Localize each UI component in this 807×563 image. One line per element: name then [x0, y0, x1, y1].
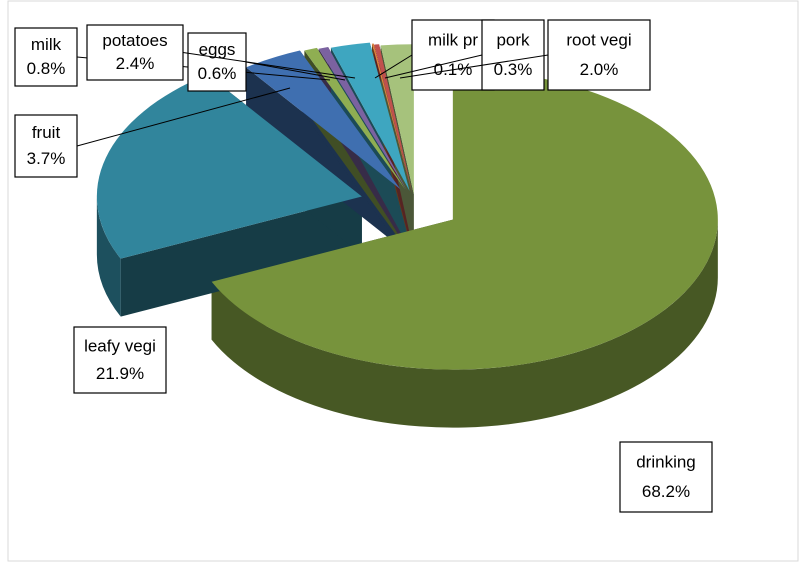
label-box: [619, 441, 713, 513]
slice-outer-side: [96, 196, 121, 317]
value-label: 2.4%: [116, 54, 155, 73]
category-label: eggs: [199, 40, 236, 59]
value-label: 0.8%: [27, 59, 66, 78]
label-box: [481, 19, 545, 91]
leader-line: [182, 52, 356, 79]
slice: [304, 47, 406, 190]
labels: drinking 68.2% leafy vegi 21.9% fruit 3.7% mil…: [14, 19, 713, 513]
leader-line: [384, 54, 483, 79]
label-box: [86, 24, 184, 81]
label-box: [73, 326, 167, 394]
slice: [374, 44, 413, 194]
label-box: [14, 114, 78, 178]
category-label: root vegi: [566, 30, 631, 49]
slice-radial-side: [246, 67, 401, 248]
slice-outer-side: [211, 219, 718, 428]
label-box: [14, 27, 78, 87]
value-label: 21.9%: [96, 364, 144, 383]
label-box: [547, 19, 651, 91]
value-label: 68.2%: [642, 482, 690, 501]
value-label: 3.7%: [27, 149, 66, 168]
value-label: 2.0%: [580, 60, 619, 79]
category-label: milk: [31, 35, 62, 54]
category-label: leafy vegi: [84, 336, 156, 355]
slice: [380, 44, 414, 195]
category-label: milk pr: [428, 30, 478, 49]
leader-line: [76, 87, 291, 147]
category-label: potatoes: [102, 31, 167, 50]
category-label: drinking: [636, 452, 696, 471]
slice: [211, 69, 718, 370]
slice: [318, 46, 407, 191]
slice: [330, 42, 410, 191]
value-label: 0.3%: [494, 60, 533, 79]
slice: [96, 74, 362, 259]
category-label: fruit: [32, 123, 61, 142]
slice-tops: [96, 42, 718, 370]
slice: [371, 43, 412, 192]
category-label: pork: [496, 30, 530, 49]
slice: [246, 50, 401, 190]
leader-line: [245, 61, 346, 81]
slice-radial-side: [120, 196, 362, 317]
leader-line: [374, 54, 413, 79]
leader-line: [399, 54, 549, 79]
value-label: 0.6%: [198, 64, 237, 83]
